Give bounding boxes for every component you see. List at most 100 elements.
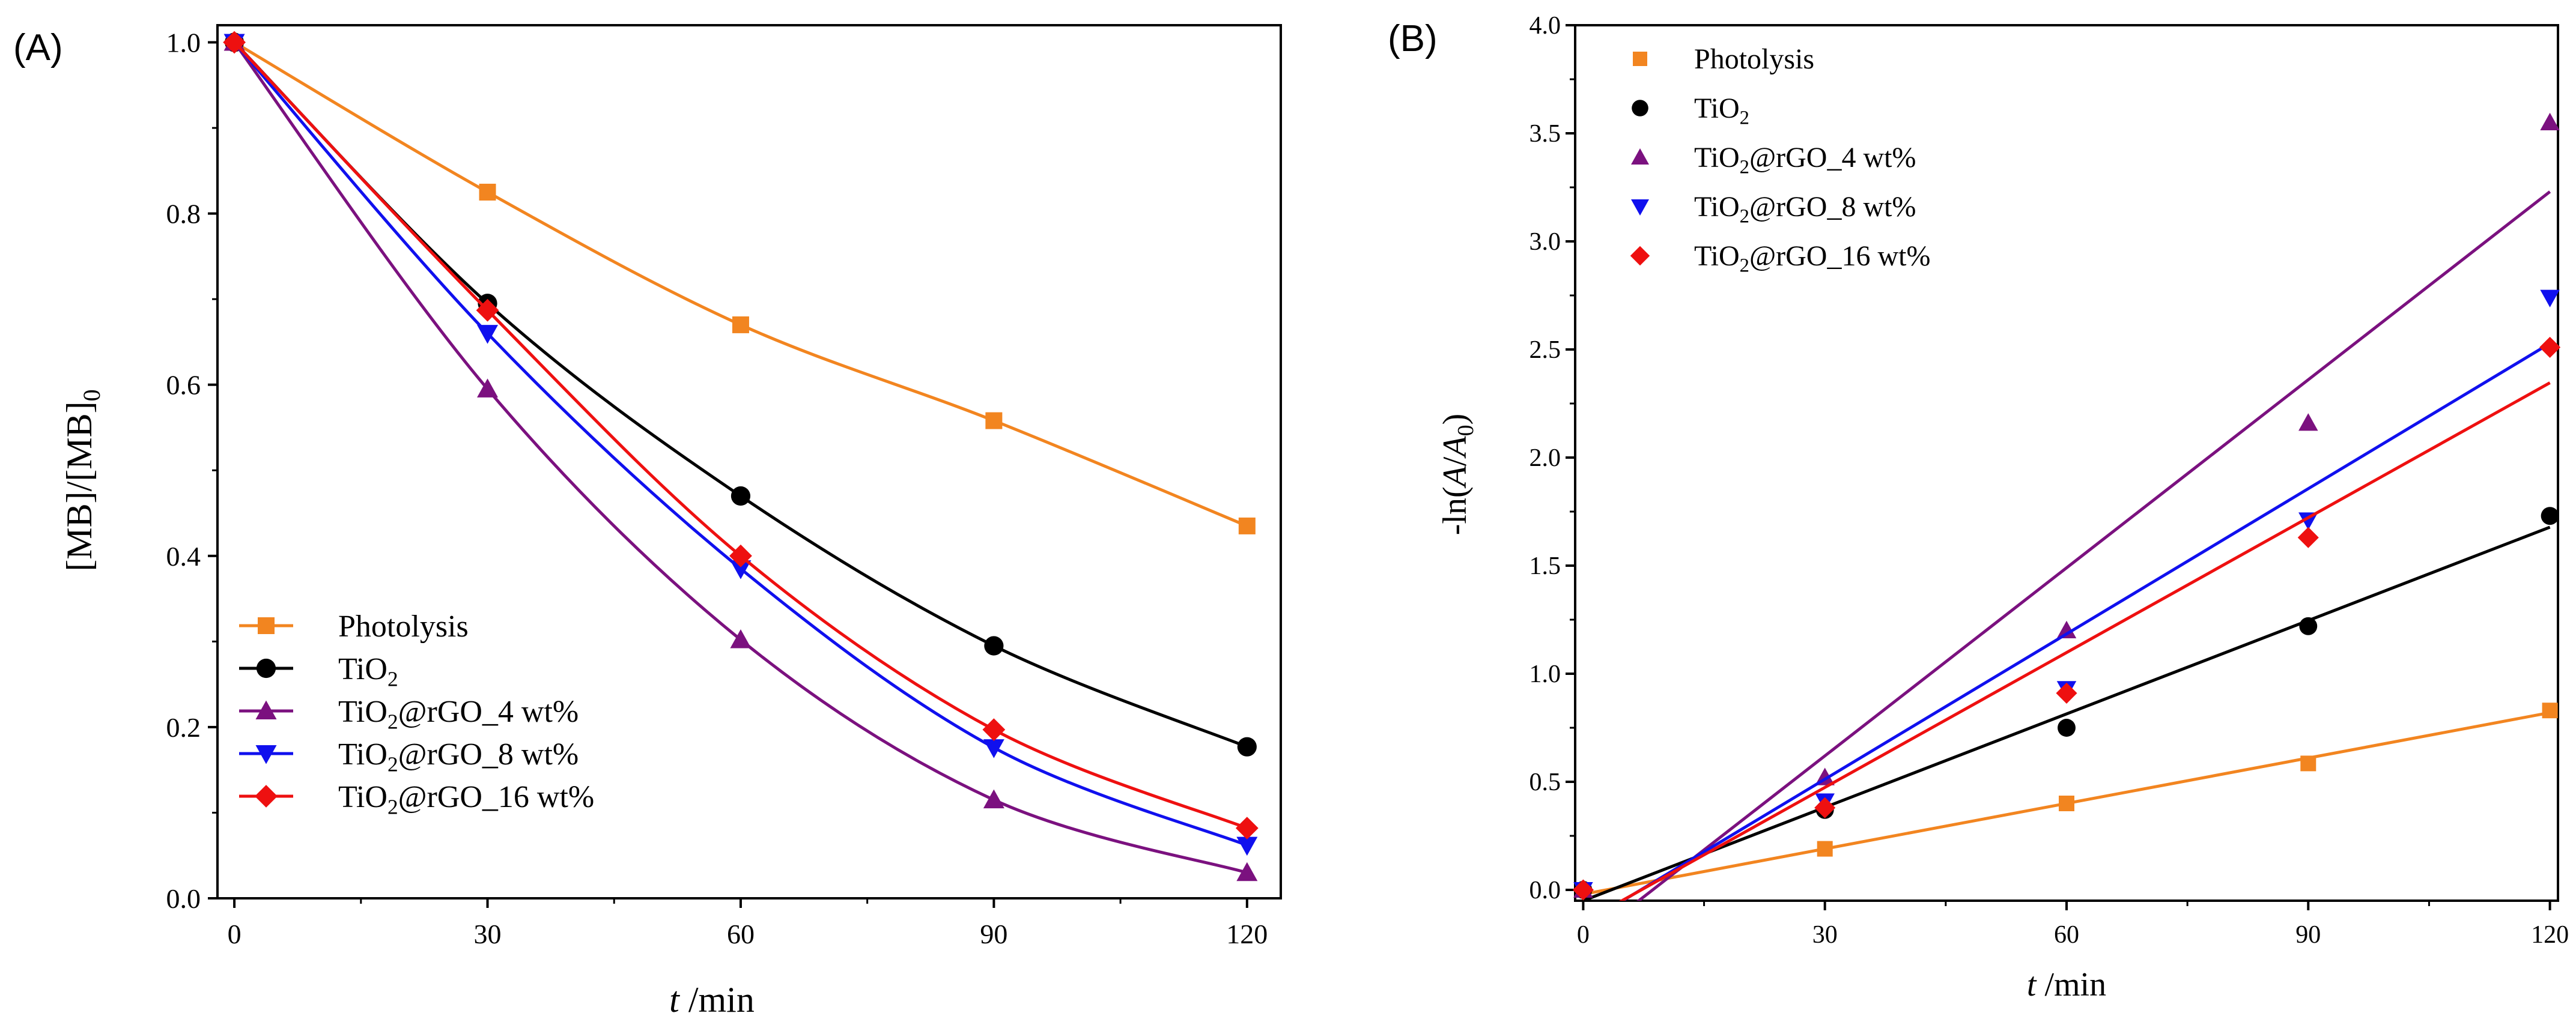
panel-a-data-point	[1237, 737, 1257, 757]
panel-a-data-point	[983, 739, 1004, 758]
panel-a-data-point	[479, 183, 496, 201]
panel-a-legend-entry-label: TiO2@rGO_16 wt%	[338, 780, 594, 818]
panel-a-y-tick-label: 0.8	[166, 199, 201, 229]
panel-a-data-point	[1236, 862, 1258, 881]
panel-a-series-line	[233, 41, 1248, 847]
panel-b-chart: (B) 0 30 60 90 120 0.0 0.5 1.0 1.5 2.0 2.5 3.0 3.5 4.…	[1388, 12, 2569, 1003]
panel-a-legend-marker	[255, 700, 277, 719]
panel-a-data-point	[477, 378, 499, 398]
panel-b-data-point	[2542, 703, 2558, 719]
panel-b-legend-entry-label: TiO2@rGO_16 wt%	[1694, 240, 1930, 277]
panel-a-data-point	[729, 544, 752, 567]
panel-a-series-0	[226, 34, 1256, 534]
panel-b-legend-marker	[1631, 148, 1649, 165]
panel-a-series-4	[223, 31, 1259, 840]
panel-a-label: (A)	[13, 27, 63, 68]
panel-b-label: (B)	[1388, 18, 1438, 59]
panel-b-fit-line	[1636, 190, 2551, 901]
panel-a-legend-entry-4: TiO2@rGO_16 wt%	[239, 780, 594, 818]
panel-b-legend-marker	[1632, 100, 1648, 116]
panel-b-data-point	[2056, 620, 2077, 638]
panel-a-data-point	[223, 31, 246, 54]
panel-a-legend-marker	[255, 785, 278, 808]
panel-b-data-point	[2056, 682, 2077, 704]
panel-b-y-tick-label: 4.0	[1530, 12, 1561, 40]
panel-b-legend-entry-2: TiO2@rGO_4 wt%	[1631, 142, 1916, 178]
panel-b-data-point	[2299, 617, 2318, 635]
panel-b-y-tick-label: 2.0	[1530, 444, 1561, 472]
panel-b-legend-marker	[1633, 52, 1647, 66]
panel-a-y-tick-label: 1.0	[166, 28, 201, 58]
panel-a-legend-entry-label: TiO2@rGO_8 wt%	[338, 737, 579, 776]
panel-a-y-tick-label: 0.6	[166, 370, 201, 401]
panel-b-data-point	[1814, 797, 1836, 818]
panel-a-data-point	[984, 636, 1004, 656]
panel-a-data-point	[477, 325, 499, 344]
panel-a-y-tick-label: 0.4	[166, 541, 201, 572]
panel-b-data-point	[2298, 413, 2318, 431]
panel-b-fit-line	[1618, 381, 2551, 901]
panel-a-data-point	[1236, 836, 1258, 856]
panel-a-y-tick-label: 0.2	[166, 712, 201, 743]
panel-a-legend-marker	[258, 617, 275, 634]
panel-a-series-line	[233, 41, 1248, 874]
panel-b-legend-entry-label: TiO2	[1694, 92, 1749, 129]
panel-b-y-tick-label: 1.0	[1530, 661, 1561, 688]
panel-b-data-point	[2297, 527, 2319, 548]
panel-b-data-point	[2541, 507, 2559, 525]
panel-b-legend-marker	[1631, 199, 1649, 216]
panel-a-legend-marker	[256, 658, 276, 679]
panel-b-y-tick-label: 0.5	[1530, 769, 1561, 796]
panel-b-legend-entry-3: TiO2@rGO_8 wt%	[1631, 191, 1916, 228]
panel-b-data-point	[2540, 112, 2560, 130]
panel-b-legend-entry-label: TiO2@rGO_4 wt%	[1694, 142, 1916, 178]
panel-a-data-point	[983, 789, 1004, 809]
panel-a-legend-entry-label: Photolysis	[338, 609, 469, 644]
panel-a-x-tick-label: 60	[727, 919, 755, 949]
panel-b-legend-marker	[1630, 246, 1650, 266]
panel-b-data-point	[2059, 796, 2074, 811]
panel-a-x-tick-label: 120	[1226, 919, 1268, 949]
panel-a-x-axis-title: t /min	[669, 980, 755, 1020]
panel-b-legend-entry-0: Photolysis	[1633, 43, 1814, 75]
panel-b-legend-entry-1: TiO2	[1632, 92, 1749, 129]
panel-b-data-point	[1572, 879, 1594, 901]
panel-a-legend-entry-0: Photolysis	[239, 609, 469, 644]
panel-a-x-tick-label: 30	[474, 919, 502, 949]
panel-b-data-point	[1817, 841, 1833, 857]
panel-a-x-tick-label: 0	[228, 919, 242, 949]
panel-a-series-3	[223, 34, 1258, 856]
panel-b-y-tick-label: 1.5	[1530, 552, 1561, 580]
panel-a-chart: (A) 0 30 60 90 120 0.0 0.2 0.4 0.6 0.8 1.0 Photoly…	[13, 24, 1282, 1020]
panel-b-fit-line	[1582, 525, 2551, 901]
panel-a-plot-frame	[216, 24, 1282, 899]
panel-a-legend-entry-1: TiO2	[239, 652, 398, 691]
panel-b-x-tick-label: 60	[2054, 921, 2079, 949]
panel-a-data-point	[1238, 517, 1256, 534]
panel-a-data-point	[732, 316, 749, 333]
panel-a-y-tick-label: 0.0	[166, 883, 201, 914]
panel-b-series-2	[1573, 112, 2560, 901]
panel-b-y-tick-label: 0.0	[1530, 877, 1561, 904]
panel-a-series-line	[233, 41, 1248, 830]
panel-b-legend-entry-4: TiO2@rGO_16 wt%	[1630, 240, 1930, 277]
panel-a-legend-entry-label: TiO2	[338, 652, 398, 691]
panel-a-data-point	[730, 560, 752, 579]
panel-a-legend-entry-3: TiO2@rGO_8 wt%	[239, 737, 579, 776]
panel-a-data-point	[1235, 817, 1259, 840]
panel-b-legend-entry-label: Photolysis	[1694, 43, 1814, 75]
panel-a-data-point	[982, 718, 1006, 742]
panel-a-data-point	[731, 486, 751, 506]
panel-b-y-axis-title: -ln(A/A0)	[1436, 414, 1478, 536]
panel-b-x-tick-label: 90	[2295, 921, 2321, 949]
panel-b-series-4	[1572, 336, 2561, 901]
panel-b-x-tick-label: 120	[2531, 921, 2569, 949]
panel-b-x-tick-label: 30	[1812, 921, 1838, 949]
panel-a-legend-marker	[255, 745, 277, 764]
panel-b-x-axis-title: t /min	[2027, 966, 2106, 1003]
panel-b-data-point	[2539, 336, 2561, 358]
panel-a-data-point	[476, 298, 499, 322]
panel-b-y-tick-label: 2.5	[1530, 336, 1561, 364]
panel-a-legend-entry-2: TiO2@rGO_4 wt%	[239, 695, 579, 733]
